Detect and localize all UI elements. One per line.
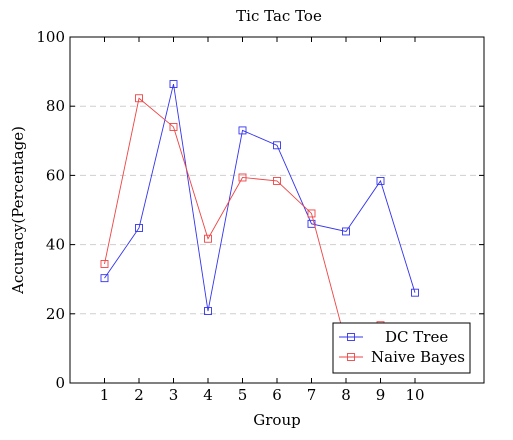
legend: DC Tree Naive Bayes (332, 322, 471, 374)
data-point (342, 227, 350, 236)
data-point (135, 224, 143, 232)
x-tick-label: 5 (238, 386, 248, 404)
data-point (169, 80, 178, 89)
x-tick-label: 6 (272, 386, 282, 404)
y-tick-label: 40 (46, 236, 65, 254)
data-point (100, 260, 109, 268)
x-axis-label: Group (253, 411, 300, 429)
x-tick-label: 3 (169, 386, 179, 404)
y-axis-label: Accuracy(Percentage) (9, 126, 27, 295)
series-layer (100, 80, 419, 348)
x-tick-label: 9 (376, 386, 386, 404)
data-point (307, 219, 316, 228)
series-dc-tree (100, 80, 419, 315)
chart-title: Tic Tac Toe (236, 7, 322, 25)
legend-marker (347, 353, 355, 361)
x-tick-label: 1 (100, 386, 110, 404)
x-tick-label: 8 (341, 386, 351, 404)
x-tick-label: 7 (307, 386, 317, 404)
data-point (238, 173, 247, 182)
legend-item: DC Tree (339, 328, 448, 346)
data-point (411, 288, 419, 297)
data-point (376, 176, 385, 185)
y-tick-label: 0 (55, 374, 65, 392)
data-point (273, 141, 281, 150)
axes: 0 20 40 60 80 100 1 2 3 4 5 6 7 8 9 10 (36, 28, 484, 404)
x-tick-label: 10 (405, 386, 424, 404)
x-tick-label: 2 (134, 386, 144, 404)
y-tick-label: 100 (36, 28, 65, 46)
y-tick-label: 80 (46, 97, 65, 115)
grid (70, 105, 484, 315)
y-tick-label: 60 (46, 166, 65, 184)
data-point (100, 274, 109, 283)
series-line (104, 83, 416, 312)
legend-item: Naive Bayes (339, 348, 465, 366)
data-point (169, 123, 178, 131)
legend-box (332, 322, 471, 374)
data-point (204, 307, 212, 315)
x-tick-label: 4 (203, 386, 213, 404)
data-point (307, 209, 316, 218)
legend-label: Naive Bayes (371, 348, 465, 366)
legend-label: DC Tree (385, 328, 448, 346)
series-line (104, 97, 381, 344)
data-point (135, 94, 143, 103)
data-point (273, 176, 281, 185)
legend-marker (347, 333, 355, 341)
data-point (204, 234, 212, 243)
data-point (238, 126, 247, 135)
y-tick-label: 20 (46, 305, 65, 323)
